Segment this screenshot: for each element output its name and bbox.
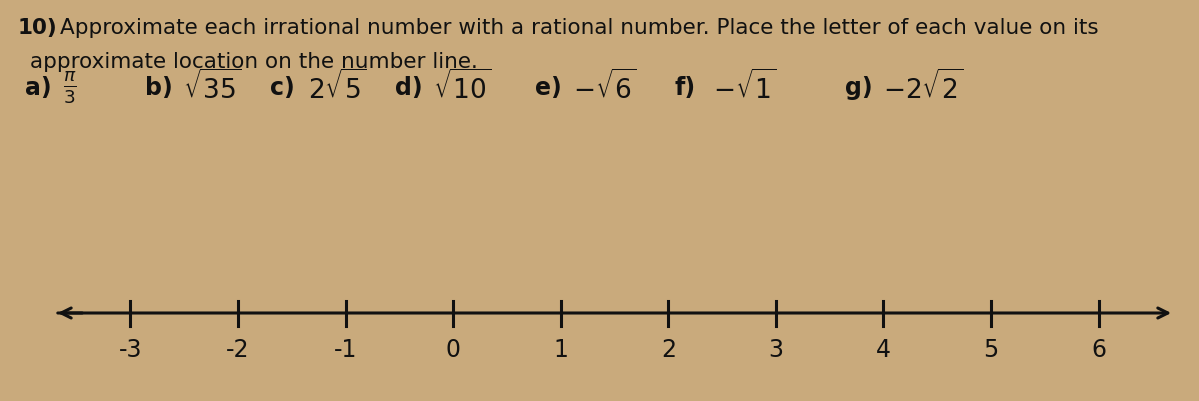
Text: 2: 2 (661, 338, 676, 362)
Text: 0: 0 (446, 338, 460, 362)
Text: Approximate each irrational number with a rational number. Place the letter of e: Approximate each irrational number with … (60, 18, 1098, 38)
Text: -3: -3 (119, 338, 141, 362)
Text: -1: -1 (333, 338, 357, 362)
Text: d): d) (394, 76, 422, 100)
Text: $\sqrt{10}$: $\sqrt{10}$ (433, 71, 492, 105)
Text: $\sqrt{35}$: $\sqrt{35}$ (183, 71, 241, 105)
Text: f): f) (675, 76, 697, 100)
Text: 4: 4 (876, 338, 891, 362)
Text: $-\sqrt{1}$: $-\sqrt{1}$ (713, 71, 777, 105)
Text: 1: 1 (553, 338, 568, 362)
Text: $\frac{\pi}{3}$: $\frac{\pi}{3}$ (64, 69, 77, 106)
Text: $-\sqrt{6}$: $-\sqrt{6}$ (573, 71, 637, 105)
Text: 10): 10) (18, 18, 58, 38)
Text: approximate location on the number line.: approximate location on the number line. (30, 52, 478, 72)
Text: -2: -2 (227, 338, 249, 362)
Text: a): a) (25, 76, 52, 100)
Text: 6: 6 (1091, 338, 1107, 362)
Text: 5: 5 (983, 338, 999, 362)
Text: e): e) (535, 76, 562, 100)
Text: 3: 3 (769, 338, 783, 362)
Text: g): g) (845, 76, 873, 100)
Text: b): b) (145, 76, 173, 100)
Text: $-2\sqrt{2}$: $-2\sqrt{2}$ (882, 71, 963, 105)
Text: c): c) (270, 76, 295, 100)
Text: $2\sqrt{5}$: $2\sqrt{5}$ (308, 71, 366, 105)
